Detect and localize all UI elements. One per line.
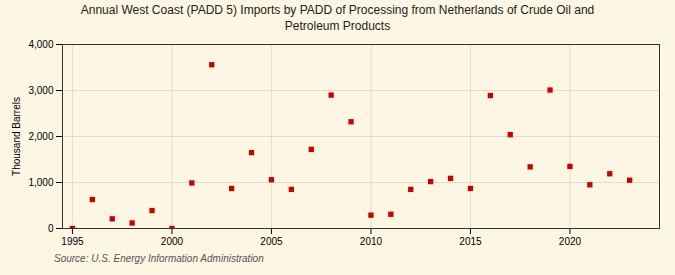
svg-text:2020: 2020 — [559, 236, 582, 247]
svg-text:2,000: 2,000 — [28, 131, 53, 142]
svg-text:1995: 1995 — [61, 236, 84, 247]
svg-text:3,000: 3,000 — [28, 85, 53, 96]
html-text:Source: U.S. Energy Informatio: Source: U.S. Energy Information Administ… — [54, 253, 264, 265]
svg-text:2015: 2015 — [459, 236, 482, 247]
svg-text:Thousand Barrels: Thousand Barrels — [11, 97, 22, 176]
svg-text:1,000: 1,000 — [28, 177, 53, 188]
svg-text:2005: 2005 — [260, 236, 283, 247]
svg-text:0: 0 — [48, 223, 54, 234]
svg-text:4,000: 4,000 — [28, 39, 53, 50]
html-text:Annual West Coast (PADD 5) Imp: Annual West Coast (PADD 5) Imports by PA… — [80, 3, 595, 33]
svg-text:2010: 2010 — [360, 236, 383, 247]
svg-text:2000: 2000 — [161, 236, 184, 247]
